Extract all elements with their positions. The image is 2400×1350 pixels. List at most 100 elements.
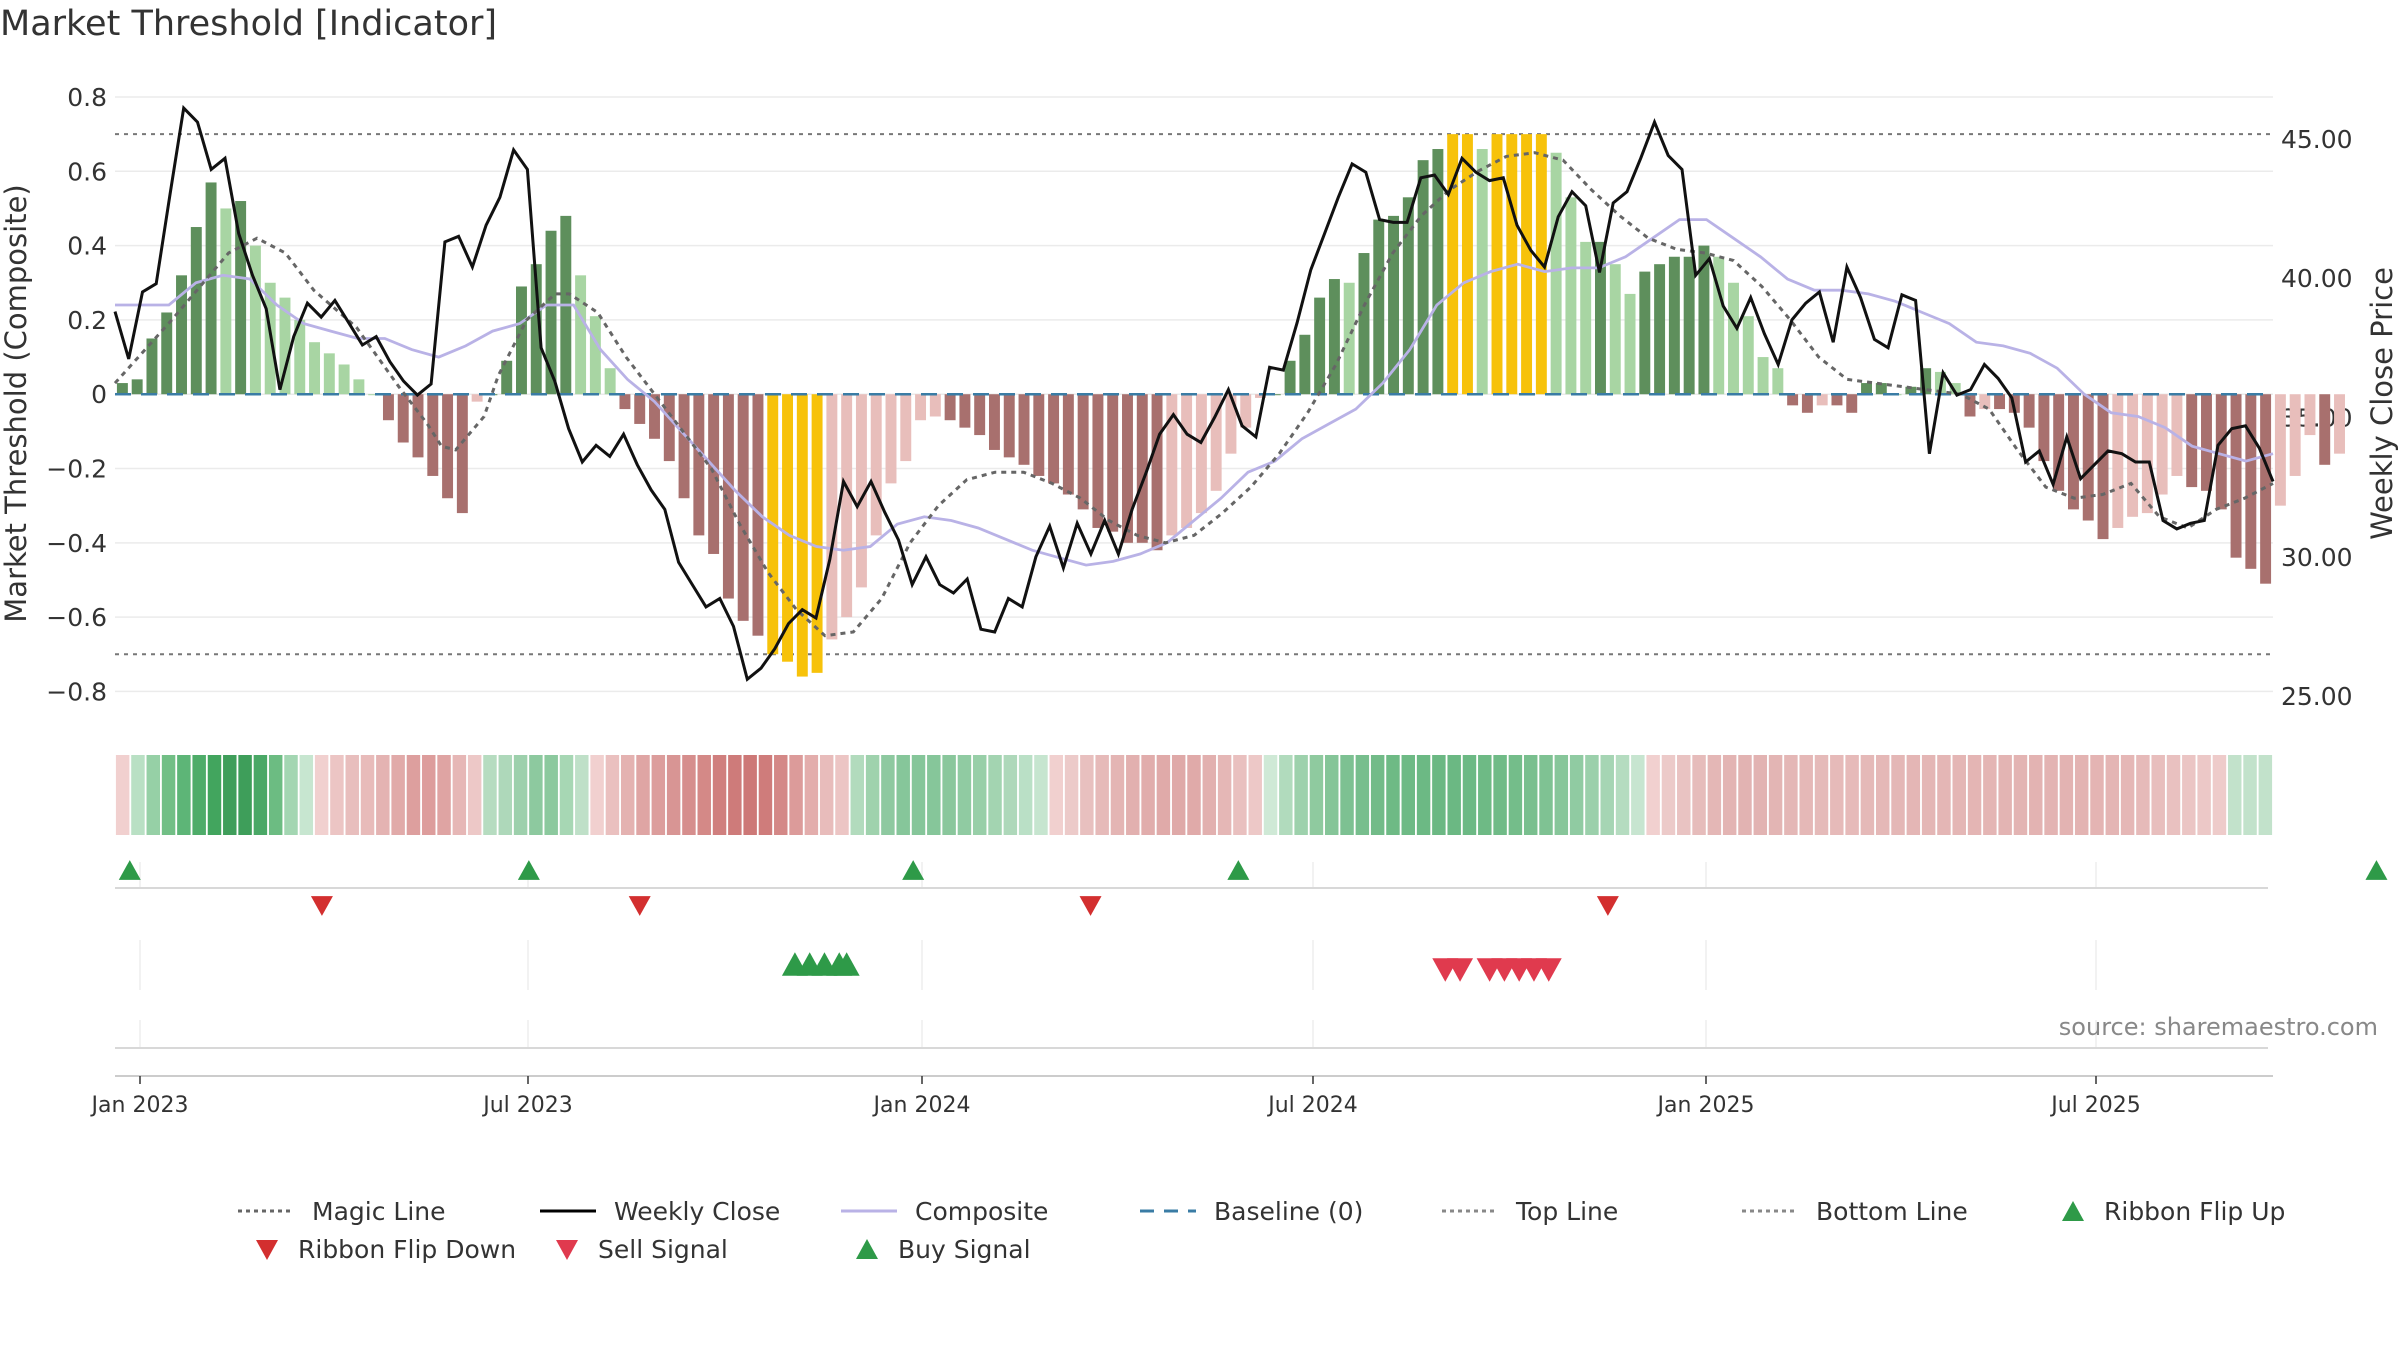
histogram-bar	[2319, 394, 2331, 465]
histogram-bar	[1846, 394, 1858, 413]
ribbon-cell	[177, 755, 191, 835]
ribbon-cell	[483, 755, 497, 835]
histogram-bar	[1757, 357, 1769, 395]
histogram-bar	[1077, 394, 1089, 510]
y-axis-label-right: Weekly Close Price	[2365, 267, 2399, 540]
ribbon-cell	[544, 755, 558, 835]
histogram-bar	[190, 227, 202, 395]
y-tick-left: 0.8	[67, 83, 107, 112]
ribbon-cell	[1233, 755, 1247, 835]
histogram-bar	[1580, 241, 1592, 395]
histogram-bar	[1801, 394, 1813, 413]
histogram-bar	[1521, 134, 1533, 395]
ribbon-cell	[452, 755, 467, 835]
ribbon-cell	[1325, 755, 1339, 835]
histogram-bar	[1994, 394, 2006, 410]
histogram-bar	[2112, 394, 2124, 528]
histogram-bar	[575, 275, 587, 395]
histogram-bar	[1166, 394, 1178, 536]
histogram-bar	[959, 394, 971, 428]
histogram-bar	[1772, 368, 1784, 395]
ribbon-cell	[1707, 755, 1722, 835]
histogram-bar	[309, 342, 321, 395]
histogram-bar	[412, 394, 424, 458]
ribbon-cell	[314, 755, 329, 835]
ribbon-flip-down-marker	[310, 896, 333, 916]
ribbon-cell	[620, 755, 635, 835]
ribbon-cell	[1799, 755, 1813, 835]
legend-swatch-icon	[556, 1240, 578, 1260]
ribbon-cell	[467, 755, 482, 835]
histogram-bar	[1432, 149, 1444, 395]
source-credit: source: sharemaestro.com	[2058, 1013, 2378, 1041]
ribbon-cell	[1034, 755, 1048, 835]
legend-swatch-icon	[1442, 1209, 1498, 1213]
histogram-bar	[929, 394, 941, 417]
ribbon-cell	[1937, 755, 1951, 835]
gridlines	[115, 96, 2273, 693]
ribbon-cell	[513, 755, 528, 835]
histogram-bar	[663, 394, 675, 462]
histogram-bar	[1861, 383, 1872, 395]
histogram-bar	[2201, 394, 2212, 491]
ribbon-cell	[1110, 755, 1125, 835]
histogram-bar	[2245, 394, 2257, 569]
ribbon-cell	[1156, 755, 1171, 835]
ribbon-cell	[1983, 755, 1997, 835]
histogram-bar	[1003, 394, 1015, 458]
histogram-bar	[1713, 256, 1725, 395]
ribbon-cell	[1814, 755, 1829, 835]
ribbon-cell	[1661, 755, 1676, 835]
histogram-bar	[382, 394, 394, 421]
ribbon-cell	[284, 755, 298, 835]
ribbon-cell	[1294, 755, 1308, 835]
histogram-bar	[1299, 334, 1311, 395]
histogram-bar	[1624, 293, 1636, 395]
histogram-bar	[1787, 394, 1799, 406]
legend-swatch-icon	[540, 1209, 596, 1213]
ribbon-cell	[1967, 755, 1982, 835]
histogram-bar	[1447, 134, 1459, 395]
y-tick-left: 0.2	[67, 306, 107, 335]
histogram-bar	[1728, 282, 1739, 395]
ribbon-cell	[1998, 755, 2012, 835]
legend-label: Ribbon Flip Down	[298, 1234, 517, 1264]
histogram-bar	[2082, 394, 2094, 521]
ribbon-cell	[1830, 755, 1844, 835]
ribbon-cell	[957, 755, 972, 835]
histogram-bar	[855, 394, 867, 588]
ribbon-cell	[1508, 755, 1523, 835]
ribbon-cell	[2243, 755, 2257, 835]
ribbon-cell	[651, 755, 666, 835]
histogram-bar	[161, 312, 173, 395]
histogram-bar	[1683, 256, 1695, 395]
ribbon-cell	[1309, 755, 1324, 835]
ribbon-cell	[1141, 755, 1155, 835]
legend-swatch-mark	[2062, 1201, 2084, 1221]
histogram-bar	[1920, 368, 1932, 395]
ribbon-cell	[712, 755, 727, 835]
ribbon-cell	[376, 755, 390, 835]
histogram-bar	[249, 245, 261, 395]
ribbon-cell	[238, 755, 252, 835]
ribbon-cell	[988, 755, 1002, 835]
histogram-bar	[2215, 394, 2227, 510]
ribbon-cell	[1753, 755, 1768, 835]
histogram-bar	[1240, 394, 1252, 428]
histogram-bar	[2334, 394, 2345, 454]
histogram-bar	[604, 368, 616, 395]
ribbon-cell	[1615, 755, 1630, 835]
legend-item: Baseline (0)	[1138, 1193, 1363, 1229]
sell-signal-marker	[1447, 958, 1474, 982]
histogram-bar	[1151, 394, 1163, 551]
ribbon-flip-up-marker	[118, 860, 141, 880]
ribbon-cell	[1692, 755, 1706, 835]
ribbon-cell	[115, 755, 130, 835]
ribbon-cell	[1018, 755, 1033, 835]
histogram-bar	[2274, 394, 2286, 506]
histogram-bar	[1107, 394, 1119, 532]
histogram-bar	[530, 264, 542, 395]
histogram-bar	[1506, 134, 1518, 395]
ribbon-cell	[819, 755, 834, 835]
histogram-bar	[2304, 394, 2316, 436]
